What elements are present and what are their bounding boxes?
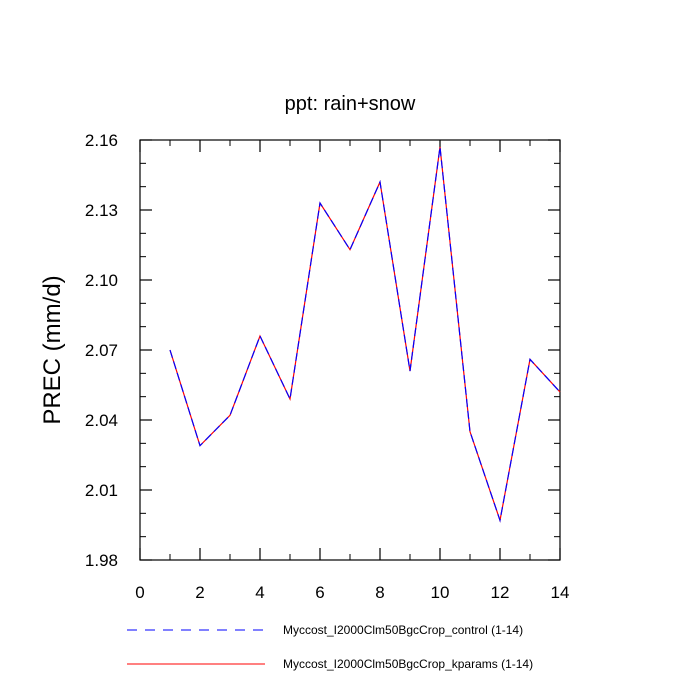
x-tick-label: 14: [551, 583, 570, 602]
x-tick-label: 2: [195, 583, 204, 602]
x-tick-label: 10: [431, 583, 450, 602]
x-tick-label: 4: [255, 583, 264, 602]
y-tick-label: 2.07: [85, 341, 118, 360]
x-tick-label: 8: [375, 583, 384, 602]
legend: Myccost_I2000Clm50BgcCrop_control (1-14)…: [127, 623, 533, 671]
legend-label-1: Myccost_I2000Clm50BgcCrop_kparams (1-14): [283, 657, 533, 671]
x-tick-label: 0: [135, 583, 144, 602]
series-lines: [169, 146, 561, 523]
y-tick-label: 2.04: [85, 411, 118, 430]
y-tick-label: 1.98: [85, 551, 118, 570]
chart-title: ppt: rain+snow: [285, 93, 416, 115]
series-line-kparams: [169, 146, 561, 523]
y-tick-label: 2.13: [85, 201, 118, 220]
plot-frame: [139, 139, 561, 561]
x-tick-label: 12: [491, 583, 510, 602]
y-tick-label: 2.16: [85, 131, 118, 150]
y-axis-label: PREC (mm/d): [39, 275, 66, 424]
y-tick-label: 2.01: [85, 481, 118, 500]
y-tick-label: 2.10: [85, 271, 118, 290]
legend-label-0: Myccost_I2000Clm50BgcCrop_control (1-14): [283, 623, 523, 637]
axis-ticks: 0 2 4 6 8 10 12 14 1.98 2.01 2.04 2.07 2.10 2.13 2.16: [85, 131, 570, 602]
series-line-control: [169, 146, 561, 523]
x-tick-label: 6: [315, 583, 324, 602]
